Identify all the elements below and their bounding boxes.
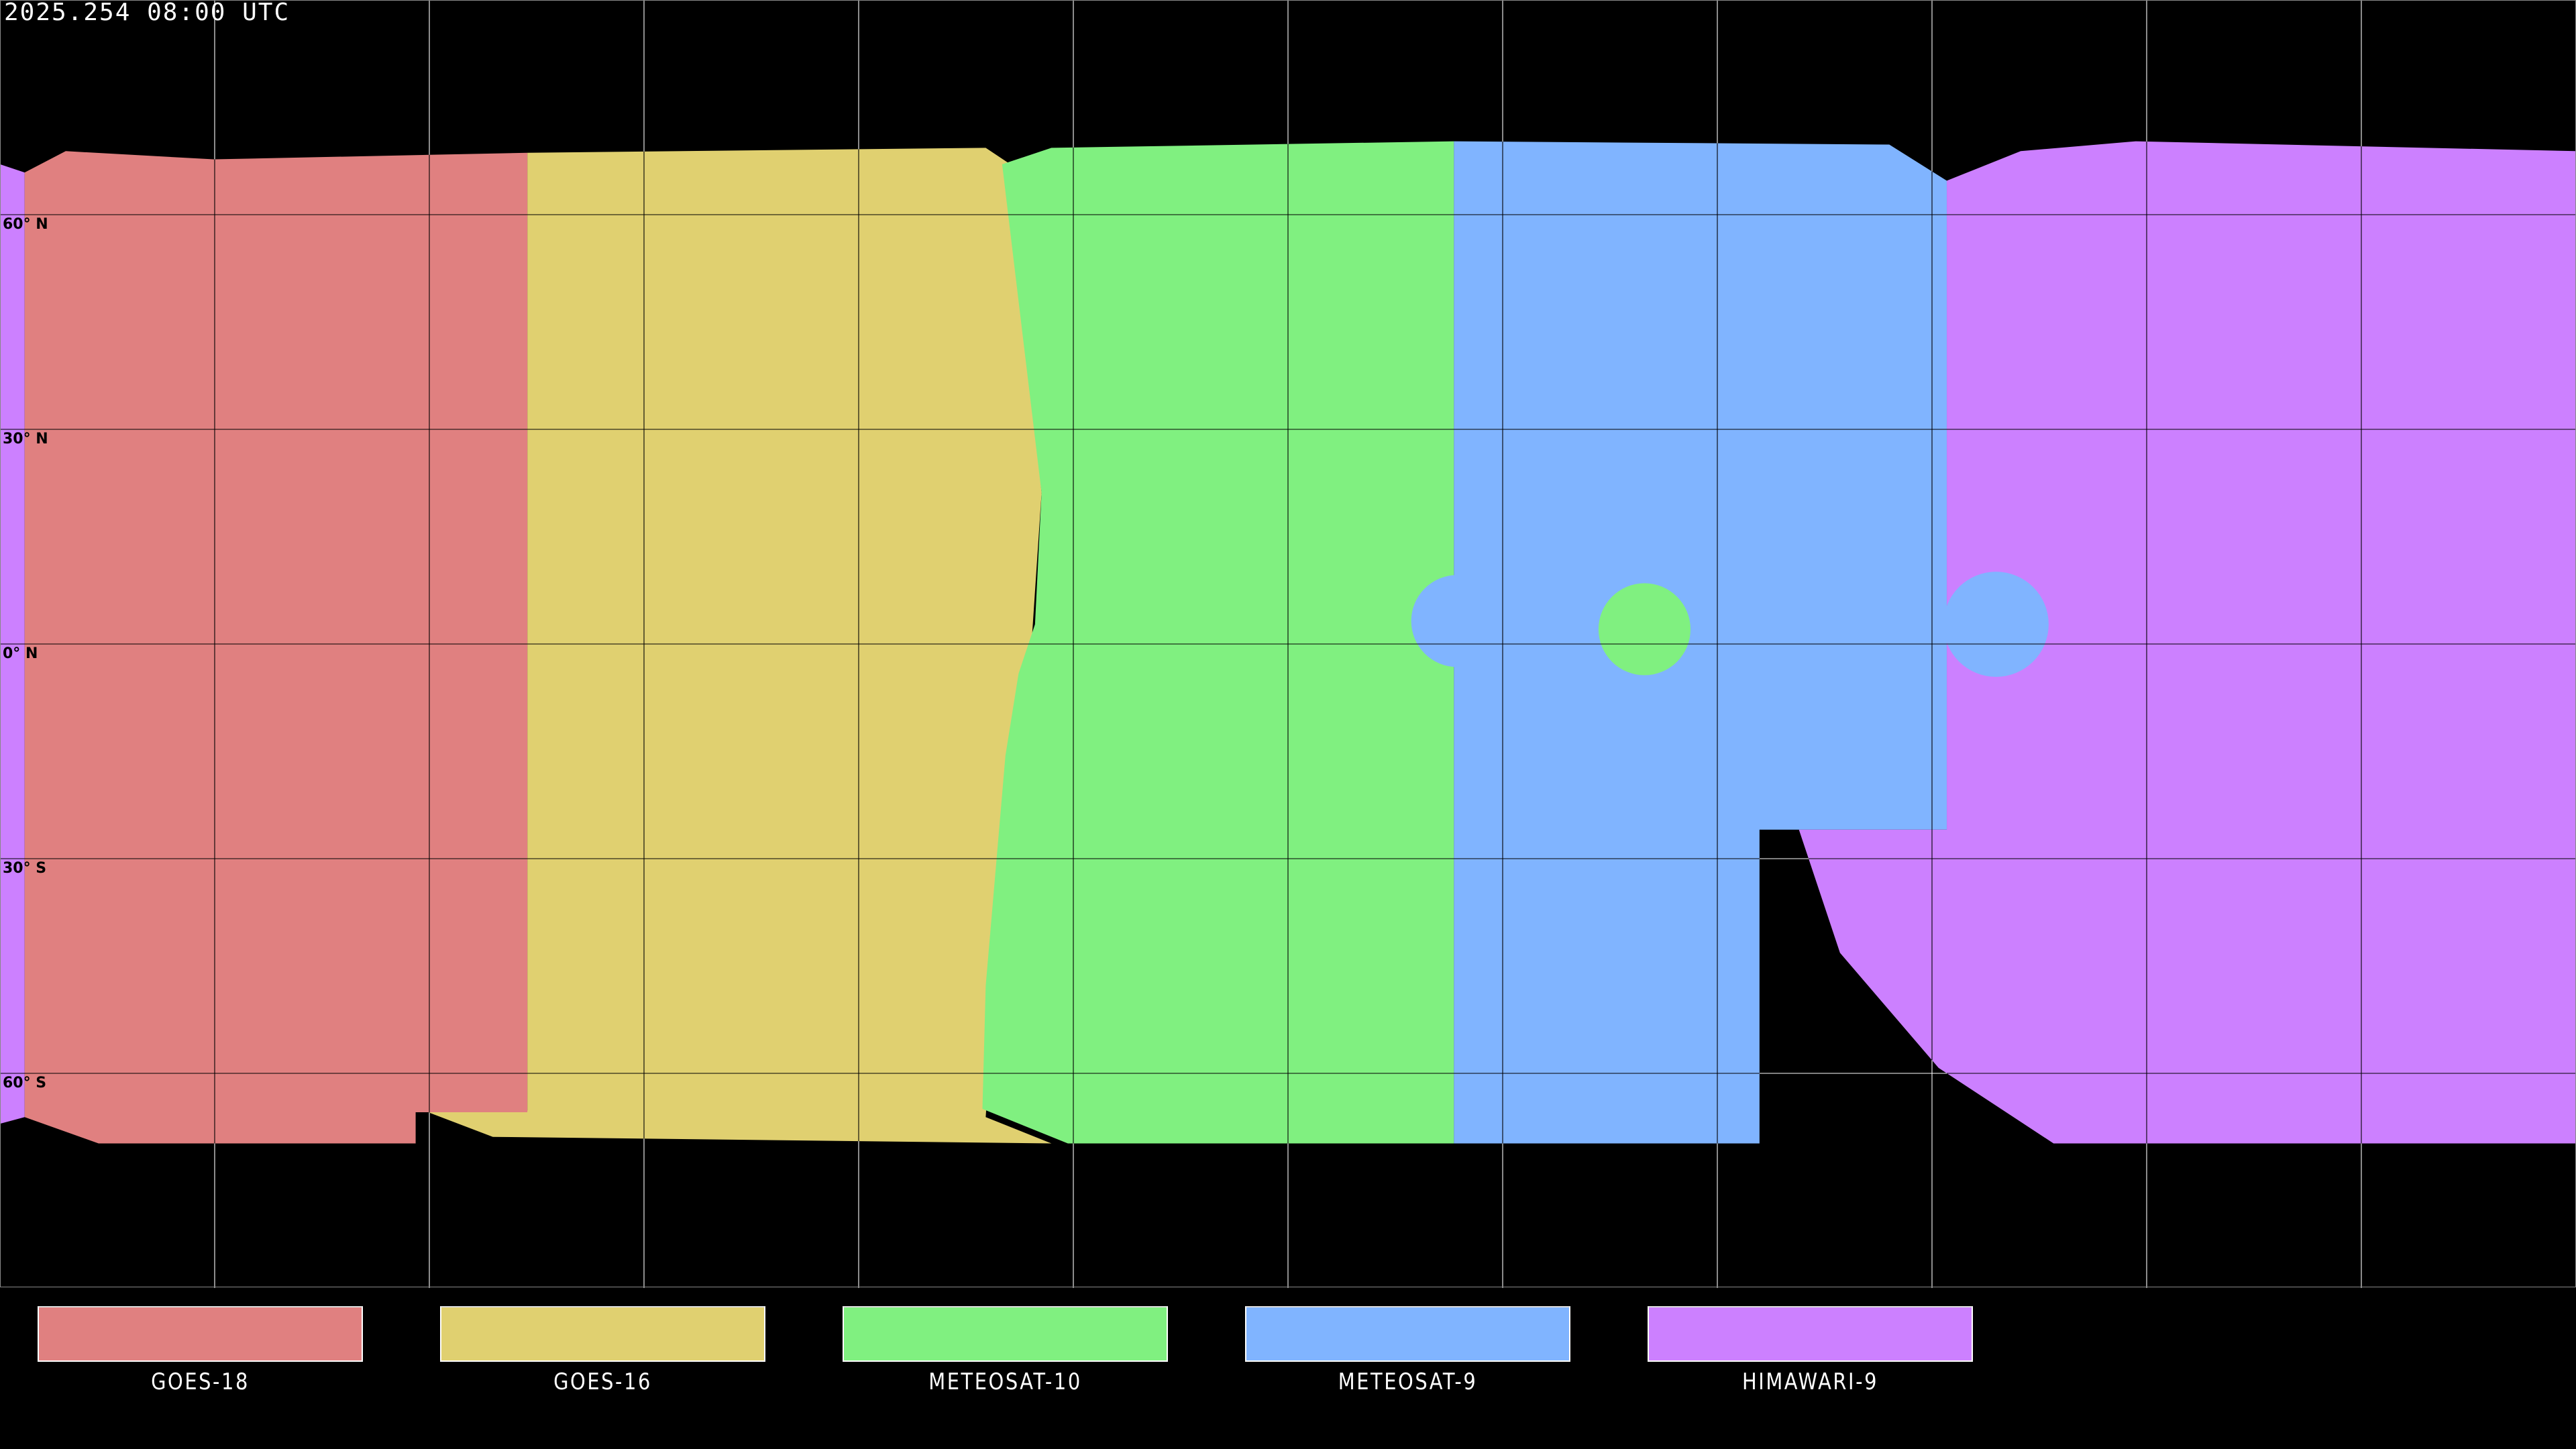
legend-label: METEOSAT-10 — [928, 1368, 1082, 1395]
lat-label-30n: 30° N — [3, 431, 48, 447]
lat-label-60n: 60° N — [3, 216, 48, 233]
footprint-meteosat-9 — [1454, 141, 1947, 1144]
coverage-map — [0, 0, 2576, 1288]
legend-label: GOES-16 — [553, 1368, 652, 1395]
footprint-himawari-9 — [1799, 141, 2576, 1144]
footprint-goes-18 — [24, 151, 528, 1144]
legend-item-goes-18: GOES-18 — [0, 1306, 402, 1407]
legend-swatch — [38, 1306, 363, 1362]
lat-label-0: 0° N — [3, 645, 38, 662]
footprint-meteosat-10 — [982, 141, 1454, 1144]
footprint-meteosat-10-disk — [1598, 583, 1690, 676]
lat-label-30s: 30° S — [3, 860, 47, 877]
legend-label: HIMAWARI-9 — [1741, 1368, 1879, 1395]
legend-swatch — [440, 1306, 765, 1362]
footprint-goes-16 — [423, 148, 1052, 1144]
legend-label: GOES-18 — [151, 1368, 250, 1395]
footprint-meteosat-9-disk — [1411, 575, 1503, 667]
legend-item-meteosat-9: METEOSAT-9 — [1208, 1306, 1610, 1407]
graticule-inner — [0, 0, 2576, 1288]
legend-label: METEOSAT-9 — [1338, 1368, 1478, 1395]
timestamp-title: 2025.254 08:00 UTC — [4, 0, 290, 26]
footprint-meteosat-9-east-disk — [1943, 572, 2049, 677]
legend-item-himawari-9: HIMAWARI-9 — [1610, 1306, 2012, 1407]
legend-item-goes-16: GOES-16 — [402, 1306, 805, 1407]
legend-swatch — [843, 1306, 1168, 1362]
legend-item-meteosat-10: METEOSAT-10 — [805, 1306, 1208, 1407]
legend-swatch — [1648, 1306, 1973, 1362]
satellite-footprints — [0, 141, 2576, 1144]
lat-label-60s: 60° S — [3, 1075, 47, 1091]
legend-swatch — [1245, 1306, 1570, 1362]
